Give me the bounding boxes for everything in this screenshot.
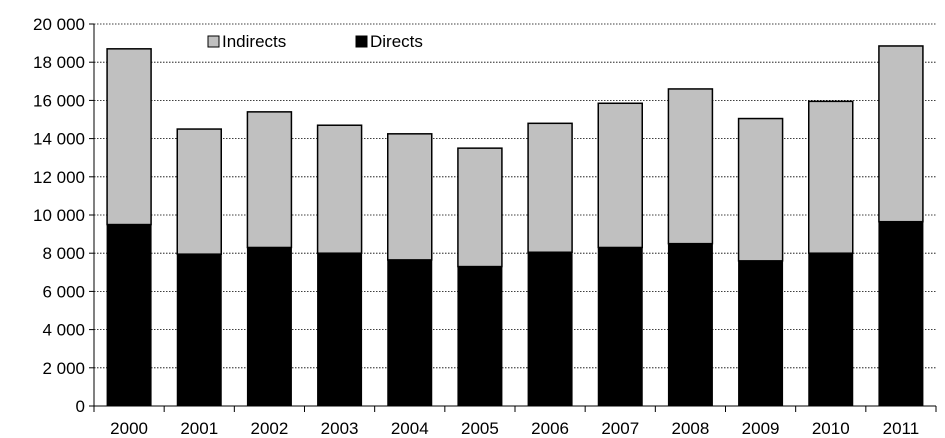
y-tick-labels: 0 2 000 4 000 6 000 8 000 10 000 12 000 14 000 1… — [33, 15, 85, 416]
bar-indirects-2003 — [316, 124, 363, 254]
y-tick-label: 4 000 — [42, 321, 85, 340]
x-tick-label: 2011 — [883, 419, 920, 438]
bars — [106, 45, 924, 407]
bar-directs-2008 — [667, 243, 713, 407]
x-tick-label: 2006 — [531, 419, 569, 438]
x-tick-label: 2001 — [180, 419, 218, 438]
bar-directs-2002 — [246, 246, 292, 407]
y-tick-label: 14 000 — [33, 130, 85, 149]
bar-indirects-2010 — [808, 100, 854, 254]
y-tick-label: 16 000 — [33, 91, 85, 110]
bar-directs-2001 — [176, 253, 222, 407]
bar-directs-2009 — [738, 260, 784, 407]
bar-indirects-2006 — [527, 122, 573, 253]
legend-label-indirects: Indirects — [222, 32, 286, 51]
axes — [89, 23, 937, 412]
x-tick-label: 2007 — [601, 419, 639, 438]
bar-indirects-2000 — [106, 48, 152, 226]
bar-directs-2006 — [527, 251, 573, 407]
bar-directs-2004 — [387, 259, 433, 407]
y-tick-label: 18 000 — [33, 53, 85, 72]
bar-indirects-2009 — [737, 117, 784, 262]
bar-directs-2007 — [597, 246, 643, 407]
x-tick-label: 2002 — [251, 419, 289, 438]
bar-indirects-2008 — [667, 88, 714, 245]
bar-indirects-2007 — [597, 102, 643, 249]
legend: Indirects Directs — [207, 32, 423, 51]
bar-indirects-2005 — [457, 147, 503, 268]
x-tick-label: 2000 — [110, 419, 148, 438]
y-tick-label: 6 000 — [42, 282, 85, 301]
bar-directs-2011 — [878, 221, 924, 407]
y-tick-label: 0 — [76, 397, 85, 416]
bar-directs-2000 — [106, 224, 152, 407]
x-tick-label: 2010 — [812, 419, 850, 438]
y-tick-label: 10 000 — [33, 206, 85, 225]
y-tick-label: 20 000 — [33, 15, 85, 34]
bar-directs-2003 — [317, 252, 363, 407]
x-tick-label: 2009 — [742, 419, 780, 438]
y-tick-label: 12 000 — [33, 168, 85, 187]
legend-label-directs: Directs — [370, 32, 423, 51]
bar-indirects-2001 — [176, 128, 222, 255]
legend-swatch-directs — [355, 35, 368, 48]
legend-swatch-indirects — [207, 35, 220, 48]
x-tick-label: 2005 — [461, 419, 499, 438]
bar-indirects-2011 — [878, 45, 924, 223]
bar-indirects-2002 — [246, 111, 293, 249]
bar-indirects-2004 — [387, 133, 433, 261]
x-tick-label: 2003 — [321, 419, 359, 438]
y-tick-label: 8 000 — [42, 244, 85, 263]
gridlines — [94, 23, 936, 369]
x-tick-label: 2004 — [391, 419, 429, 438]
y-tick-label: 2 000 — [42, 359, 85, 378]
x-tick-labels: 2000 2001 2002 2003 2004 2005 2006 2007 2008 2009… — [110, 419, 919, 438]
bar-directs-2010 — [808, 252, 854, 407]
bar-directs-2005 — [457, 266, 503, 407]
x-tick-label: 2008 — [672, 419, 710, 438]
